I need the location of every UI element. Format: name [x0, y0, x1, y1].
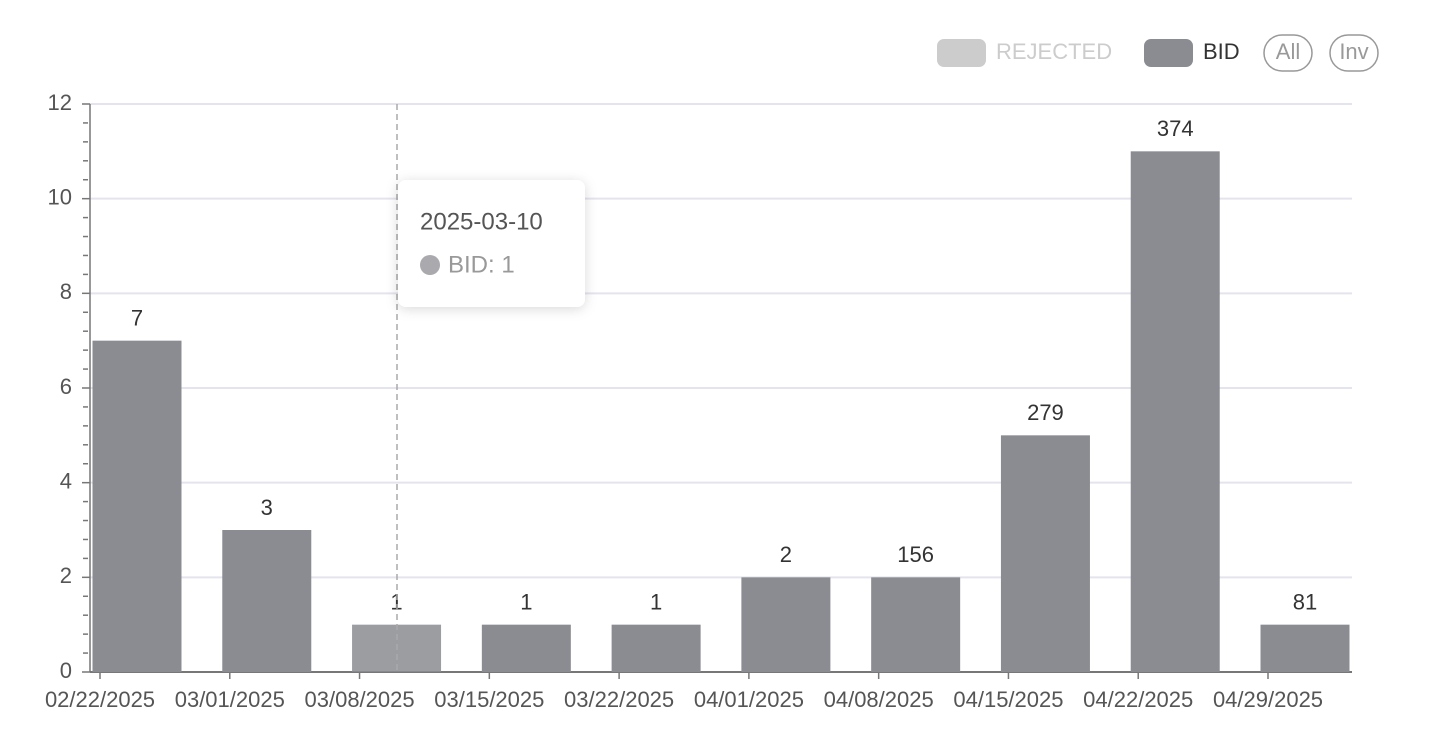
y-tick-label: 4	[60, 468, 72, 493]
bar-label: 1	[520, 589, 532, 614]
button[interactable]	[1329, 34, 1379, 72]
y-tick-label: 10	[48, 184, 72, 209]
bar-label: 1	[650, 589, 662, 614]
x-tick-label: 03/22/2025	[564, 687, 674, 712]
legend-label[interactable]: REJECTED	[996, 39, 1112, 64]
bar-label: 156	[897, 542, 934, 567]
bar-label: 1	[390, 589, 402, 614]
bar	[481, 624, 571, 672]
bar	[871, 577, 961, 672]
tooltip-text: BID: 1	[448, 251, 515, 278]
legend-label[interactable]: BID	[1203, 39, 1240, 64]
button-label[interactable]: All	[1276, 39, 1300, 64]
bar-label: 374	[1157, 116, 1194, 141]
bar	[741, 577, 831, 672]
x-tick-label: 03/15/2025	[434, 687, 544, 712]
x-tick-label: 03/01/2025	[175, 687, 285, 712]
bar-label: 81	[1293, 589, 1317, 614]
y-tick-label: 12	[48, 90, 72, 115]
x-tick-label: 04/01/2025	[694, 687, 804, 712]
legend-swatch[interactable]	[1144, 39, 1193, 67]
bar-label: 279	[1027, 400, 1064, 425]
bar	[92, 340, 182, 672]
tooltip-dot	[420, 255, 440, 275]
bar	[1130, 151, 1220, 673]
x-tick-label: 03/08/2025	[305, 687, 415, 712]
x-tick-label: 04/08/2025	[824, 687, 934, 712]
y-tick-label: 8	[60, 279, 72, 304]
button[interactable]	[1263, 34, 1313, 72]
bar	[611, 624, 701, 672]
x-tick-label: 02/22/2025	[45, 687, 155, 712]
x-tick-label: 04/22/2025	[1083, 687, 1193, 712]
y-tick-label: 6	[60, 374, 72, 399]
tooltip-box	[398, 180, 585, 307]
legend-swatch[interactable]	[937, 39, 986, 67]
bar	[1260, 624, 1350, 672]
bar	[222, 530, 312, 672]
x-tick-label: 04/29/2025	[1213, 687, 1323, 712]
bar-label: 2	[780, 542, 792, 567]
bar	[1000, 435, 1090, 672]
bar-label: 7	[131, 305, 143, 330]
button-label[interactable]: Inv	[1339, 39, 1368, 64]
y-tick-label: 0	[60, 658, 72, 683]
tooltip-title: 2025-03-10	[420, 208, 543, 235]
x-tick-label: 04/15/2025	[953, 687, 1063, 712]
bar-label: 3	[261, 495, 273, 520]
y-tick-label: 2	[60, 563, 72, 588]
